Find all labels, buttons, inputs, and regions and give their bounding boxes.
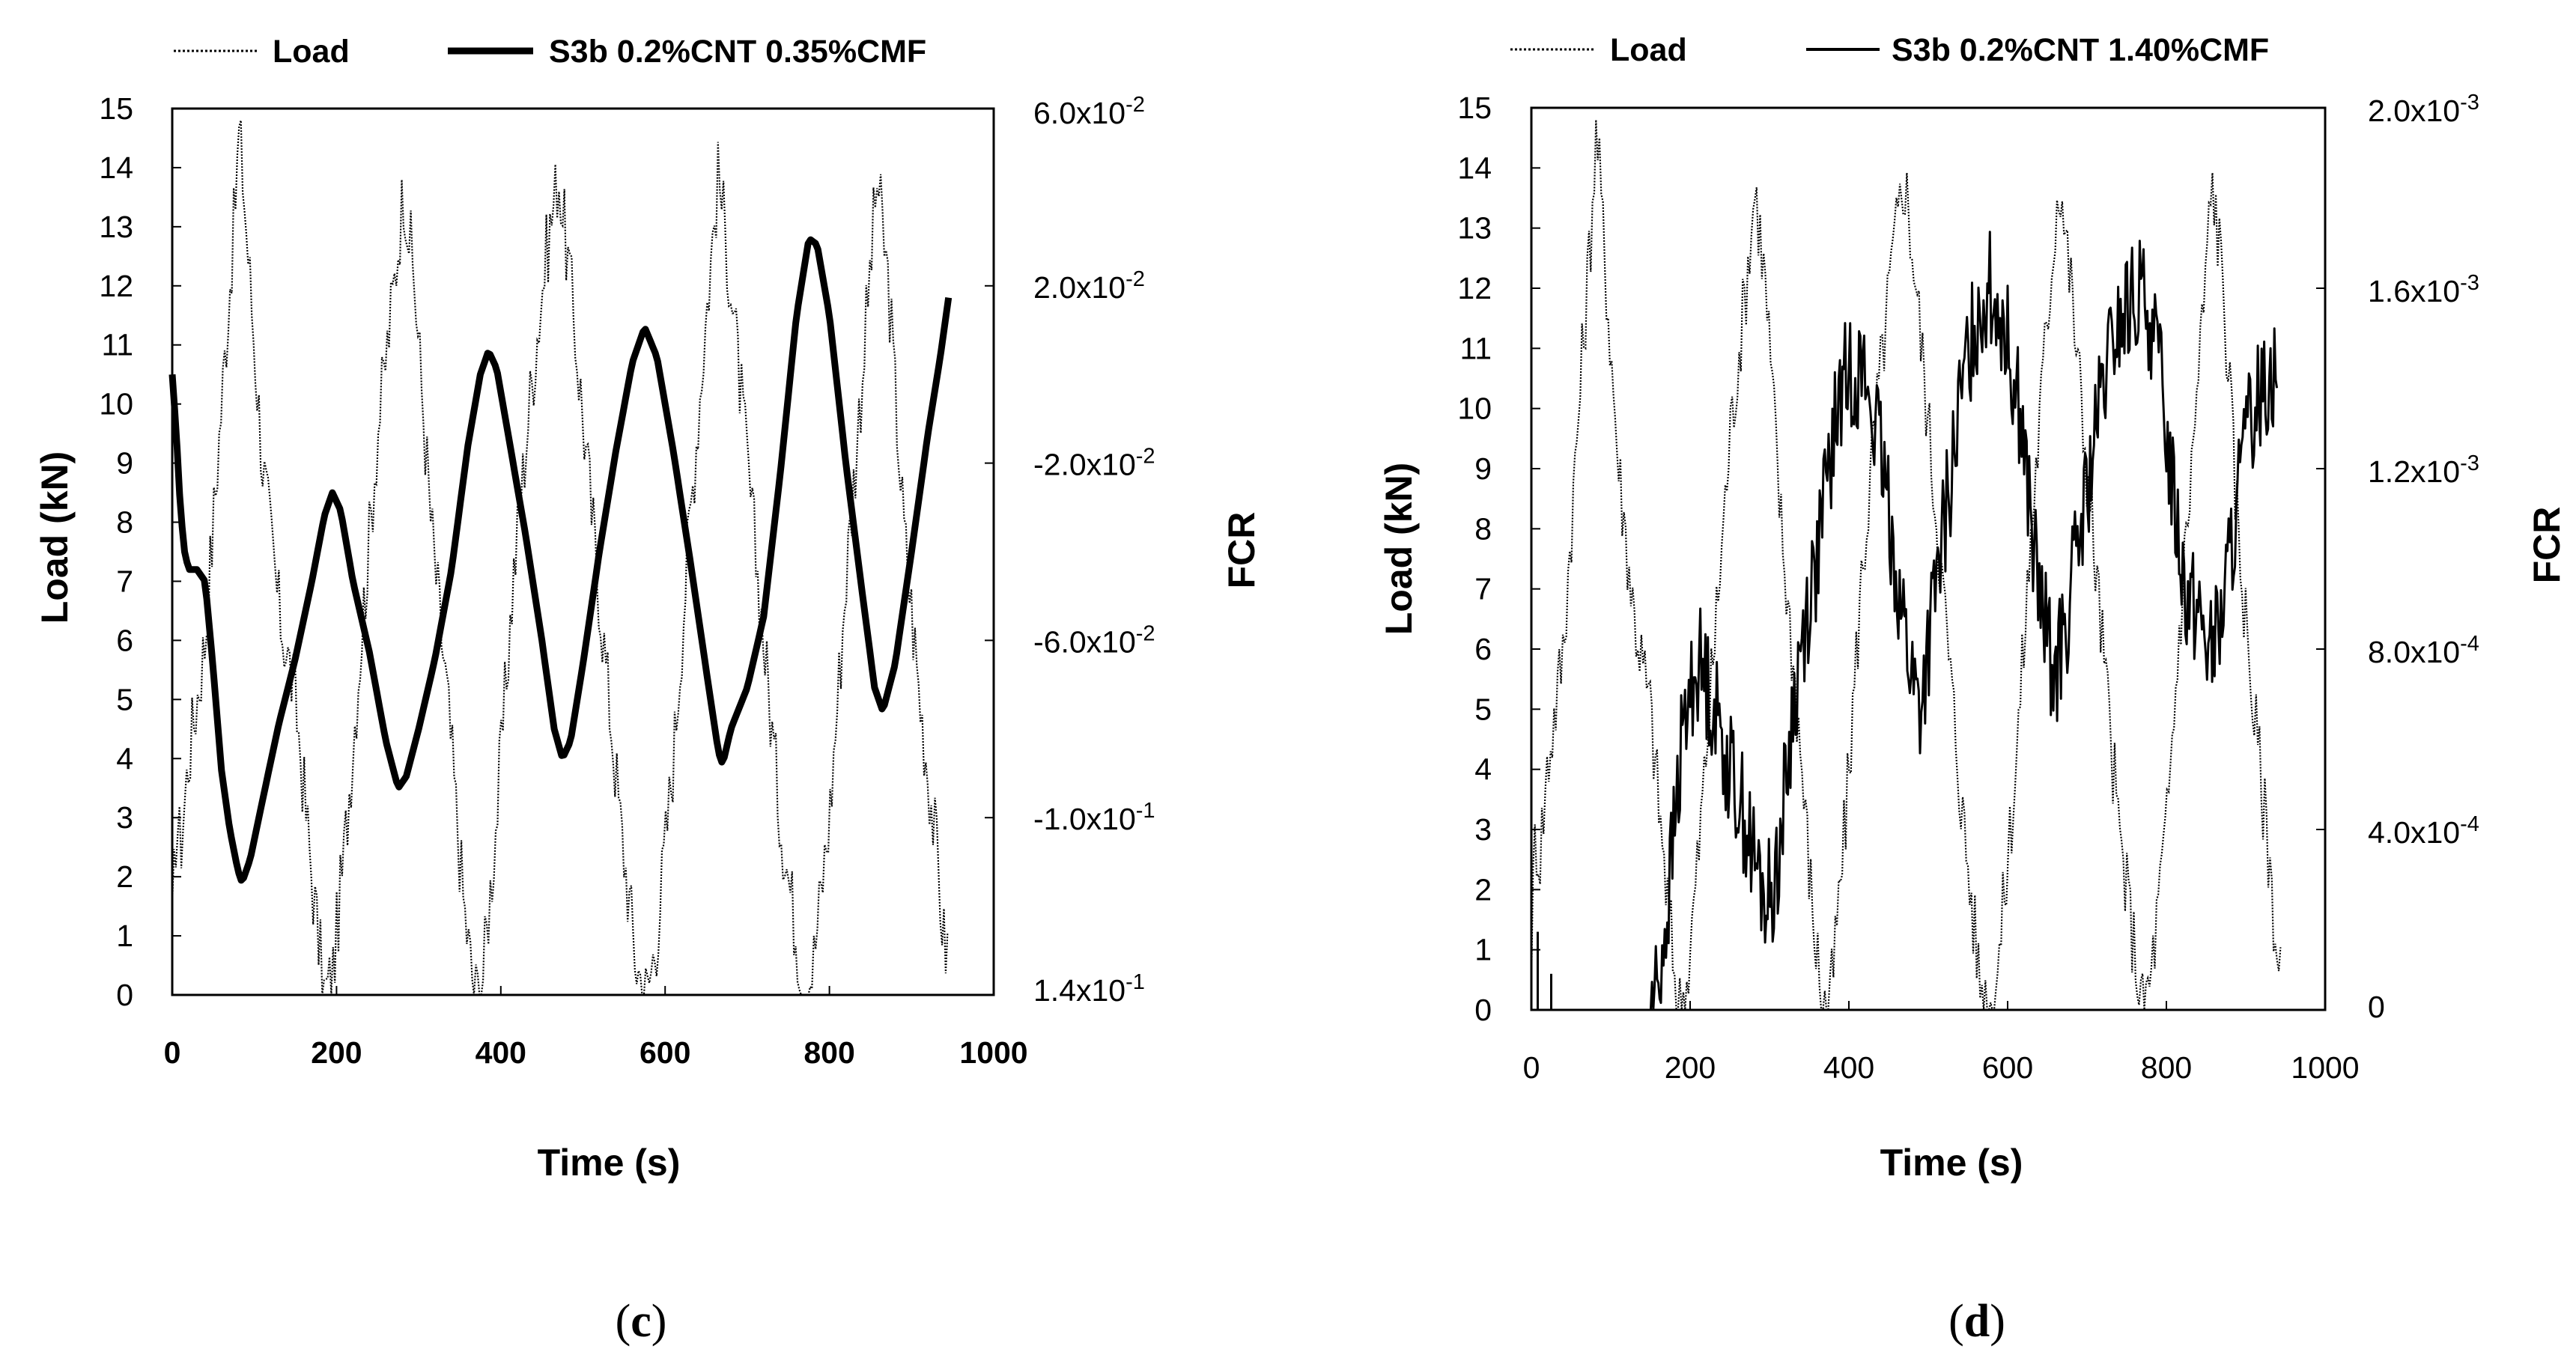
plot-area-d [1530, 106, 2327, 1011]
x-tick-labels-d: 0 200 400 600 800 1000 [1523, 1050, 2360, 1085]
legend-c: Load S3b 0.2%CNT 0.35%CMF [174, 34, 926, 70]
y-tick-label: 12 [99, 269, 133, 303]
y-tick-label: 2 [1474, 872, 1492, 907]
y-tick-label: 1 [116, 919, 133, 953]
x-tick-label: 1000 [2291, 1050, 2359, 1085]
x-tick-label: 800 [2141, 1050, 2192, 1085]
y-tick-label: 8 [116, 505, 133, 540]
y2-tick-labels-c: 6.0x10-2 2.0x10-2 -2.0x10-2 -6.0x10-2 -1.0x1… [1033, 93, 1155, 1008]
y-tick-label: 15 [99, 91, 133, 126]
y2-tick-label: 2.0x10-2 [1033, 267, 1145, 305]
x-tick-label: 0 [164, 1035, 181, 1070]
legend-fcr-label-d: S3b 0.2%CNT 1.40%CMF [1892, 32, 2269, 68]
y2-tick-label: -6.0x10-2 [1033, 621, 1155, 659]
x-axis-title-d: Time (s) [1880, 1142, 2023, 1184]
panel-label-c: (c) [616, 1296, 667, 1347]
y-tick-label: 13 [1457, 211, 1492, 246]
y-tick-label: 6 [1474, 632, 1492, 666]
y-tick-label: 6 [116, 623, 133, 657]
x-tick-label: 1000 [959, 1035, 1027, 1070]
legend-load-label-c: Load [273, 34, 350, 70]
y-tick-label: 7 [116, 564, 133, 598]
panel-label-d: (d) [1948, 1296, 2005, 1347]
series-line-load [171, 120, 949, 996]
y2-tick-label: 6.0x10-2 [1033, 93, 1145, 130]
x-axis-title-c: Time (s) [538, 1142, 681, 1184]
y2-tick-label: -1.0x10-1 [1033, 799, 1155, 836]
plot-area-c [171, 107, 995, 996]
y-tick-label: 10 [99, 387, 133, 421]
series-line-fcr [168, 236, 953, 884]
chart-panel-d: Load S3b 0.2%CNT 1.40%CMF 0 200 400 600 800 1… [1378, 32, 2568, 1347]
y-tick-label: 1 [1474, 933, 1492, 967]
legend-fcr-label-c: S3b 0.2%CNT 0.35%CMF [549, 34, 926, 70]
y-tick-label: 5 [116, 682, 133, 716]
y-tick-label: 5 [1474, 692, 1492, 726]
chart-panel-c: Load S3b 0.2%CNT 0.35%CMF 0 200 400 600 800 1… [34, 34, 1263, 1347]
y-axis-title-d: Load (kN) [1378, 463, 1420, 636]
y-tick-label: 13 [99, 210, 133, 244]
series-line-load [1530, 120, 2282, 1011]
y2-tick-label: 1.6x10-3 [2368, 271, 2479, 308]
y-tick-label: 9 [1474, 451, 1492, 486]
y2-axis-title-c: FCR [1221, 512, 1263, 589]
y-tick-label: 4 [1474, 752, 1492, 787]
x-tick-label: 600 [1982, 1050, 2033, 1085]
y-tick-label: 12 [1457, 271, 1492, 305]
y-tick-label: 8 [1474, 511, 1492, 546]
y-tick-label: 2 [116, 859, 133, 894]
x-tick-label: 600 [640, 1035, 690, 1070]
y-tick-label: 3 [1474, 812, 1492, 847]
y2-tick-label: 8.0x10-4 [2368, 632, 2479, 669]
axis-ticks-d [1531, 107, 2326, 1011]
y-axis-title-c: Load (kN) [34, 451, 76, 624]
y2-tick-label: 1.2x10-3 [2368, 451, 2479, 489]
series-group-c [168, 120, 953, 996]
y2-axis-title-d: FCR [2526, 507, 2568, 584]
y-tick-label: 14 [1457, 150, 1492, 185]
x-tick-label: 0 [1523, 1050, 1540, 1085]
y2-tick-label: 2.0x10-3 [2368, 91, 2479, 128]
y-tick-label: 15 [1457, 91, 1492, 125]
y-tick-label: 9 [116, 446, 133, 481]
legend-d: Load S3b 0.2%CNT 1.40%CMF [1510, 32, 2269, 68]
y-tick-label: 14 [99, 150, 133, 185]
y-tick-label: 0 [116, 978, 133, 1012]
series-line-fcr [1531, 231, 2279, 1011]
series-group-d [1530, 120, 2282, 1011]
x-tick-label: 200 [311, 1035, 362, 1070]
y-tick-label: 3 [116, 800, 133, 835]
y-tick-label: 11 [101, 328, 133, 362]
y2-tick-label: 4.0x10-4 [2368, 812, 2479, 850]
y-tick-label: 10 [1457, 392, 1492, 426]
axis-ticks-c [171, 108, 994, 996]
y-tick-label: 7 [1474, 572, 1492, 606]
x-tick-label: 200 [1665, 1050, 1716, 1085]
y2-tick-labels-d: 2.0x10-3 1.6x10-3 1.2x10-3 8.0x10-4 4.0x10-4… [2368, 91, 2479, 1024]
legend-load-label-d: Load [1610, 32, 1687, 68]
y-tick-label: 4 [116, 741, 133, 776]
y2-tick-label: 1.4x10-1 [1033, 970, 1145, 1008]
x-tick-labels-c: 0 200 400 600 800 1000 [164, 1035, 1028, 1070]
x-tick-label: 800 [804, 1035, 854, 1070]
y-tick-label: 0 [1474, 993, 1492, 1027]
y2-tick-label: 0 [2368, 990, 2385, 1024]
x-tick-label: 400 [476, 1035, 526, 1070]
y-tick-label: 11 [1459, 331, 1492, 365]
x-tick-label: 400 [1823, 1050, 1874, 1085]
y2-tick-label: -2.0x10-2 [1033, 445, 1155, 482]
